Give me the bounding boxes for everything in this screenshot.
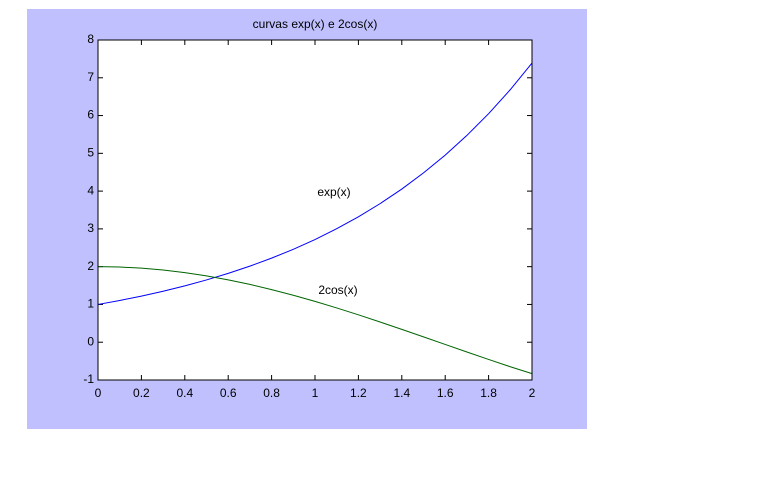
x-tick-label: 1.4 <box>393 386 410 400</box>
chart-title: curvas exp(x) e 2cos(x) <box>253 17 378 31</box>
y-tick-label: 2 <box>87 259 94 273</box>
axes-background <box>98 40 532 380</box>
y-tick-label: 8 <box>87 32 94 46</box>
x-tick-label: 1.8 <box>480 386 497 400</box>
x-tick-label: 0.6 <box>220 386 237 400</box>
y-tick-label: -1 <box>83 372 94 386</box>
axes-box <box>97 39 533 381</box>
x-tick-label: 1 <box>312 386 319 400</box>
annotation: exp(x) <box>317 185 350 199</box>
line-series <box>97 62 533 305</box>
x-tick-label: 0.8 <box>263 386 280 400</box>
x-tick-label: 0 <box>95 386 102 400</box>
y-tick-label: 4 <box>87 183 94 197</box>
y-tick-label: 6 <box>87 108 94 122</box>
line-series <box>97 266 533 375</box>
y-tick-label: 1 <box>87 297 94 311</box>
y-tick-label: 7 <box>87 70 94 84</box>
x-tick-label: 1.2 <box>350 386 367 400</box>
y-tick-label: 3 <box>87 221 94 235</box>
annotation: 2cos(x) <box>318 283 357 297</box>
x-tick-label: 0.4 <box>176 386 193 400</box>
y-tick-label: 5 <box>87 146 94 160</box>
x-tick-label: 2 <box>529 386 536 400</box>
x-tick-label: 0.2 <box>133 386 150 400</box>
x-tick-label: 1.6 <box>437 386 454 400</box>
y-tick-label: 0 <box>87 334 94 348</box>
